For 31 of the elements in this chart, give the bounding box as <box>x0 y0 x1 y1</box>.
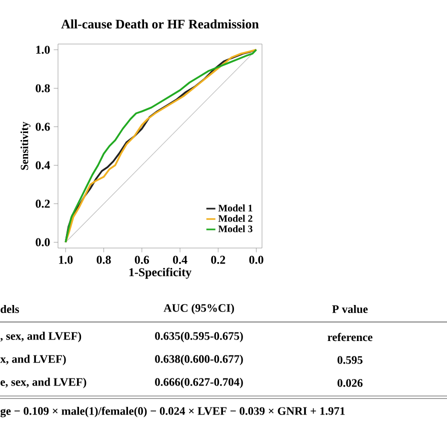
text: AUC (95%CI) <box>164 304 234 314</box>
legend-label: Model 1 <box>218 204 252 212</box>
y-axis-title: Sensitivity <box>20 122 30 170</box>
y-tick-label: 0.6 <box>36 122 50 131</box>
x-tick-label: 0.8 <box>96 256 111 264</box>
chart-title: All-cause Death or HF Readmission <box>61 19 259 29</box>
x-tick-label: 0.0 <box>249 256 264 264</box>
y-tick-label: 0.8 <box>36 84 50 92</box>
text: 0.638(0.600-0.677) <box>155 354 243 366</box>
text: P value <box>332 304 368 314</box>
x-tick-label: 0.4 <box>173 256 188 264</box>
x-tick-label: 0.2 <box>211 256 226 264</box>
x-tick-label: 1.0 <box>59 256 73 264</box>
x-axis-title: 1-Specificity <box>129 268 192 279</box>
text: x, and LVEF) <box>0 354 66 366</box>
text: , sex, and LVEF) <box>0 332 82 342</box>
text: 0.595 <box>338 356 362 364</box>
text: 0.666(0.627-0.704) <box>155 378 243 388</box>
y-tick-label: 1.0 <box>36 46 50 54</box>
y-tick-label: 0.0 <box>36 238 50 246</box>
text: 0.635(0.595-0.675) <box>155 332 243 342</box>
legend-label: Model 2 <box>218 214 252 222</box>
y-tick-label: 0.4 <box>36 161 50 170</box>
text: dels <box>0 304 20 314</box>
text: ge − 0.109 × male(1)/female(0) − 0.024 × LVEF − 0.039 × GNRI + 1.971 <box>0 406 345 418</box>
y-tick-label: 0.2 <box>36 200 50 208</box>
text: e, sex, and LVEF) <box>0 378 86 388</box>
x-tick-label: 0.6 <box>134 256 150 264</box>
text: reference <box>328 332 372 342</box>
legend-label: Model 3 <box>218 225 252 232</box>
text: 0.026 <box>338 379 363 387</box>
